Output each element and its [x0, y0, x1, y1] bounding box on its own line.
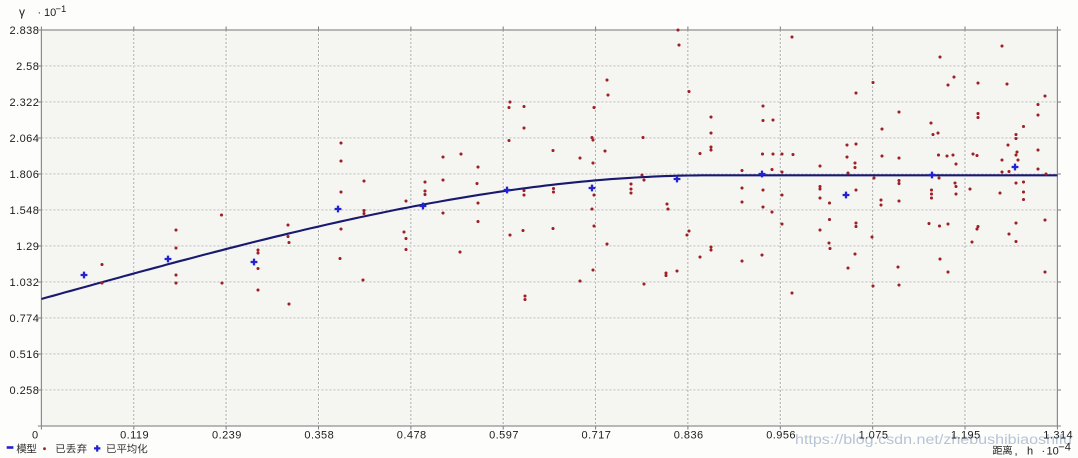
svg-text:0.597: 0.597 [489, 430, 519, 442]
svg-text:γ: γ [19, 5, 25, 19]
svg-text:·: · [38, 7, 42, 19]
svg-text:0.239: 0.239 [212, 430, 242, 442]
svg-text:0.774: 0.774 [10, 313, 40, 325]
svg-text:0.956: 0.956 [766, 430, 796, 442]
svg-text:1.032: 1.032 [10, 277, 40, 289]
svg-text:·: · [1042, 446, 1046, 458]
svg-text:0.258: 0.258 [10, 385, 40, 397]
svg-text:h: h [1027, 446, 1033, 458]
svg-text:10: 10 [1047, 446, 1059, 458]
svg-text:0.717: 0.717 [582, 430, 612, 442]
svg-text:10: 10 [44, 7, 56, 19]
svg-text:2.322: 2.322 [10, 97, 40, 109]
svg-text:2.58: 2.58 [16, 61, 39, 73]
svg-text:https://blog.csdn.net/zhebushi: https://blog.csdn.net/zhebushibiaoshifu [795, 432, 1072, 447]
svg-text:1.548: 1.548 [10, 205, 40, 217]
svg-text:0.358: 0.358 [304, 430, 334, 442]
svg-text:−1: −1 [56, 4, 67, 15]
svg-text:,: , [1015, 446, 1018, 458]
svg-text:1.806: 1.806 [10, 169, 40, 181]
svg-text:0.478: 0.478 [397, 430, 427, 442]
svg-text:−4: −4 [1058, 442, 1071, 454]
svg-text:1.314: 1.314 [1043, 430, 1073, 442]
svg-text:0.836: 0.836 [674, 430, 704, 442]
svg-text:0.119: 0.119 [120, 430, 149, 442]
svg-text:0.516: 0.516 [10, 349, 40, 361]
svg-text:1.075: 1.075 [859, 430, 889, 442]
svg-text:2.064: 2.064 [10, 133, 40, 145]
svg-text:1.195: 1.195 [951, 430, 981, 442]
svg-text:1.29: 1.29 [16, 241, 39, 253]
svg-text:0: 0 [32, 430, 38, 442]
svg-text:2.838: 2.838 [10, 25, 40, 37]
